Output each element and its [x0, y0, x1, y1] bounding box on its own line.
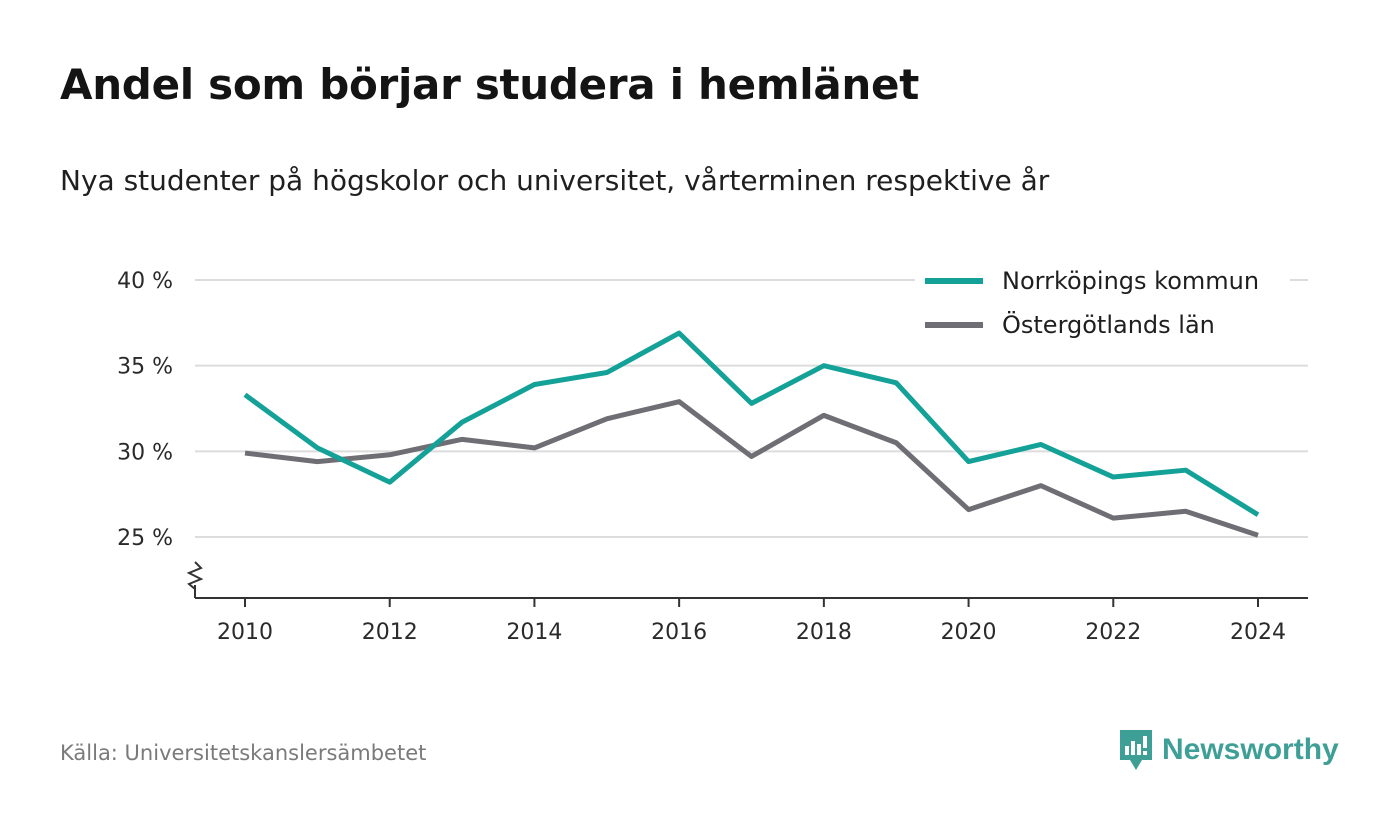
series-lines [243, 330, 1260, 538]
chart-subtitle: Nya studenter på högskolor och universit… [60, 164, 1050, 197]
legend: Norrköpings kommun Östergötlands län [915, 258, 1290, 350]
newsworthy-logo[interactable]: Newsworthy [1118, 728, 1339, 772]
chart-title: Andel som börjar studera i hemlänet [60, 60, 919, 109]
series-line-1 [244, 399, 1259, 538]
x-tick-label: 2018 [796, 620, 852, 645]
y-tick-label: 40 % [117, 269, 173, 294]
y-tick-label: 35 % [117, 355, 173, 380]
legend-label: Östergötlands län [1002, 310, 1215, 339]
axes [186, 561, 1308, 599]
y-tick-label: 30 % [117, 440, 173, 465]
legend-label: Norrköpings kommun [1002, 267, 1259, 295]
source-note: Källa: Universitetskanslersämbetet [60, 741, 427, 765]
newsworthy-logo-icon [1120, 730, 1152, 770]
y-tick-label: 25 % [117, 526, 173, 551]
legend-background [915, 258, 1290, 350]
x-tick-label: 2014 [506, 620, 562, 645]
x-tick-label: 2020 [941, 620, 997, 645]
x-tick-label: 2012 [362, 620, 418, 645]
x-tick-label: 2016 [651, 620, 707, 645]
x-tick-label: 2010 [217, 620, 273, 645]
x-tick-label: 2022 [1085, 620, 1141, 645]
brand-name: Newsworthy [1162, 733, 1339, 766]
series-line-0 [243, 330, 1260, 517]
x-tick-label: 2024 [1230, 620, 1286, 645]
axis-break-icon [186, 561, 204, 590]
x-tick-labels: 2010 2012 2014 2016 2018 2020 2022 2024 [217, 598, 1286, 645]
y-tick-labels: 25 % 30 % 35 % 40 % [117, 269, 173, 551]
